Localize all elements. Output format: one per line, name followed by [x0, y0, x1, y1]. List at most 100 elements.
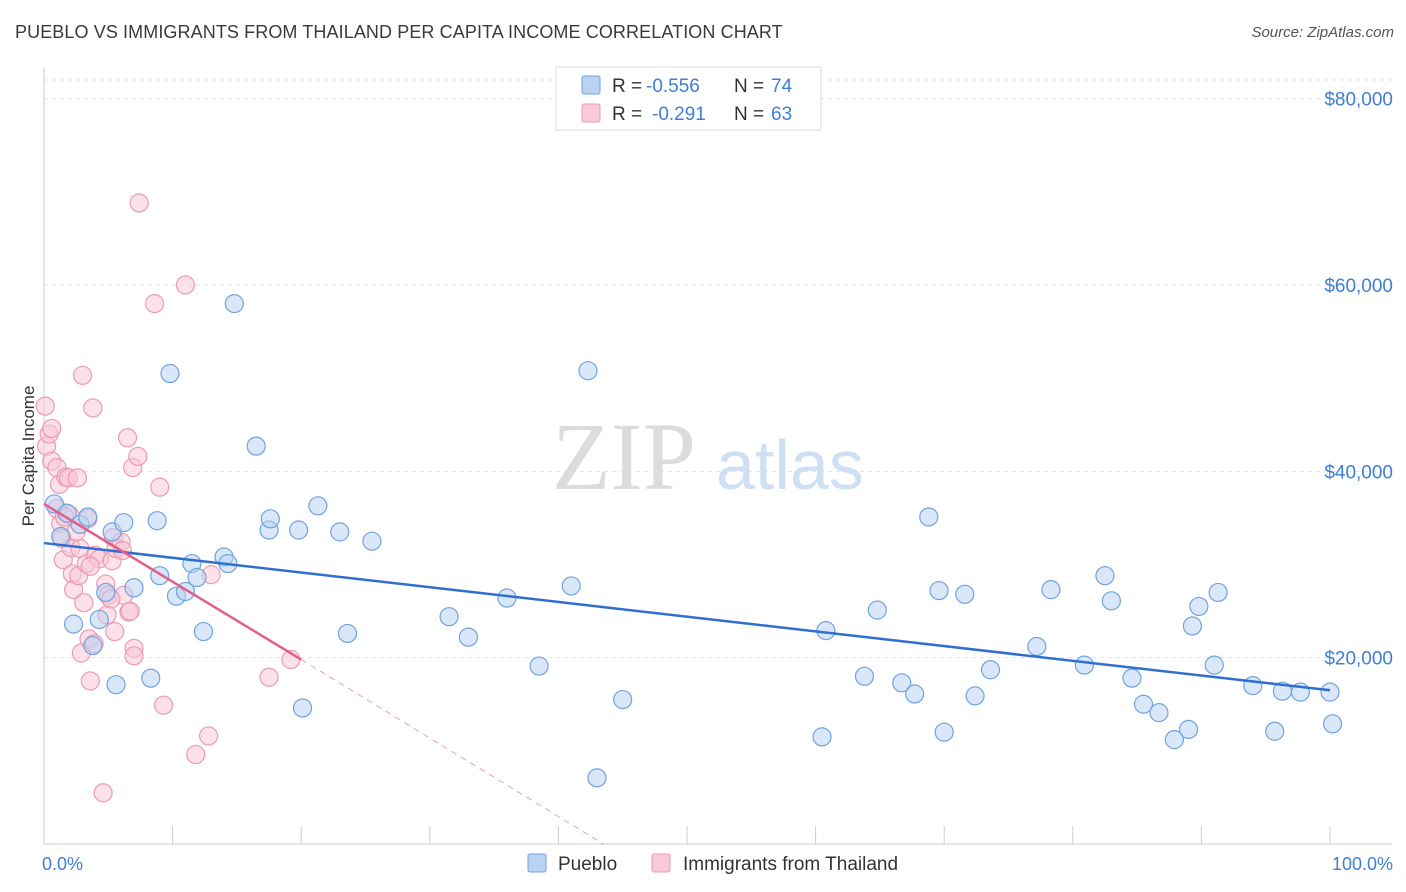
pueblo-point — [147, 511, 167, 531]
pueblo-point — [1178, 719, 1199, 740]
bottom-legend-swatch-pueblo — [527, 853, 547, 873]
bottom-legend: Pueblo Immigrants from Thailand — [527, 853, 898, 875]
legend-n-value-2: 63 — [771, 104, 792, 125]
thai-point — [93, 783, 113, 803]
pueblo-point — [934, 722, 954, 742]
legend-r-label-1: R = — [612, 76, 642, 97]
pueblo-point — [955, 584, 975, 604]
pueblo-point — [458, 627, 478, 647]
pueblo-point — [561, 576, 581, 596]
pueblo-point — [892, 673, 912, 693]
y-tick-label: $40,000 — [1324, 462, 1393, 483]
gridlines — [44, 79, 1392, 659]
pueblo-point — [362, 531, 382, 551]
pueblo-point — [63, 614, 84, 634]
thai-point — [74, 593, 94, 613]
pueblo-point — [193, 621, 214, 642]
pueblo-point — [1164, 730, 1184, 750]
pueblo-point — [1027, 636, 1047, 657]
thai-trend-extension — [300, 659, 604, 845]
pueblo-point — [980, 660, 1001, 680]
pueblo-point — [919, 507, 939, 527]
pueblo-point — [1265, 721, 1285, 741]
pueblo-point — [812, 727, 832, 747]
bottom-legend-swatch-thai — [651, 853, 671, 873]
thai-point — [72, 365, 93, 385]
pueblo-point — [337, 623, 358, 644]
bottom-legend-thai: Immigrants from Thailand — [683, 854, 898, 875]
pueblo-point — [51, 526, 71, 547]
pueblo-trend-line — [43, 541, 1331, 692]
pueblo-point — [187, 567, 207, 588]
x-tick-label-end: 100.0% — [1332, 854, 1393, 874]
pueblo-point — [160, 363, 180, 384]
watermark: ZIP atlas — [552, 403, 864, 510]
thai-point — [153, 695, 174, 715]
legend-r-value-2: -0.291 — [652, 104, 706, 125]
legend-swatch-pueblo — [581, 75, 601, 95]
y-tick-label: $80,000 — [1324, 90, 1393, 111]
pueblo-point — [83, 635, 103, 656]
pueblo-point — [246, 436, 266, 456]
pueblo-point — [1041, 580, 1061, 600]
pueblo-point — [1074, 655, 1094, 675]
thai-point — [83, 398, 103, 418]
thai-point — [42, 418, 62, 439]
pueblo-point — [1208, 582, 1228, 603]
thai-point — [186, 744, 206, 765]
thai-point — [124, 646, 144, 666]
pueblo-point — [905, 684, 925, 704]
pueblo-point — [289, 520, 309, 540]
legend-r-value-1: -0.556 — [646, 76, 700, 97]
pueblo-point — [1204, 655, 1224, 675]
pueblo-point — [1101, 591, 1121, 611]
pueblo-point — [578, 361, 598, 381]
thai-point — [129, 193, 149, 213]
pueblo-point — [106, 675, 126, 695]
y-axis-label: Per Capita Income — [19, 386, 38, 527]
legend: R = -0.556 N = 74 R = -0.291 N = 63 — [555, 66, 822, 131]
tick-labels: $20,000 $40,000 $60,000 $80,000 0.0% 100.0% — [42, 90, 1393, 874]
legend-n-value-1: 74 — [771, 76, 793, 97]
thai-point — [105, 621, 125, 642]
thai-point — [117, 428, 138, 448]
bottom-legend-pueblo: Pueblo — [558, 854, 617, 875]
legend-n-label-2: N = — [734, 104, 764, 125]
thai-trend-line — [43, 502, 302, 661]
pueblo-point — [965, 686, 985, 706]
legend-swatch-thai — [581, 103, 601, 123]
thai-point — [67, 468, 88, 488]
y-tick-label: $20,000 — [1324, 649, 1393, 670]
thai-point — [35, 396, 55, 416]
pueblo-point — [587, 768, 607, 788]
legend-n-label-1: N = — [734, 76, 764, 97]
pueblo-point — [330, 522, 350, 542]
pueblo-point — [1122, 668, 1142, 688]
pueblo-point — [260, 509, 280, 529]
pueblo-point — [1322, 714, 1343, 734]
pueblo-points — [44, 294, 1343, 788]
thai-point — [120, 601, 140, 621]
thai-point — [150, 477, 170, 497]
pueblo-point — [867, 600, 887, 620]
thai-point — [144, 294, 165, 314]
pueblo-point — [1189, 596, 1209, 617]
pueblo-point — [1149, 703, 1169, 723]
pueblo-point — [854, 666, 875, 686]
watermark-atlas: atlas — [716, 426, 864, 504]
pueblo-point — [929, 580, 949, 601]
thai-point — [128, 446, 148, 467]
trend-lines — [43, 502, 1331, 845]
pueblo-point — [124, 578, 144, 598]
pueblo-point — [224, 294, 244, 314]
y-tick-label: $60,000 — [1324, 276, 1393, 297]
pueblo-point — [1182, 616, 1202, 636]
thai-point — [80, 556, 100, 576]
pueblo-point — [141, 668, 161, 688]
pueblo-point — [89, 609, 109, 630]
legend-r-label-2: R = — [612, 104, 642, 125]
thai-point — [199, 726, 219, 746]
thai-point — [259, 667, 279, 687]
thai-point — [80, 671, 100, 691]
